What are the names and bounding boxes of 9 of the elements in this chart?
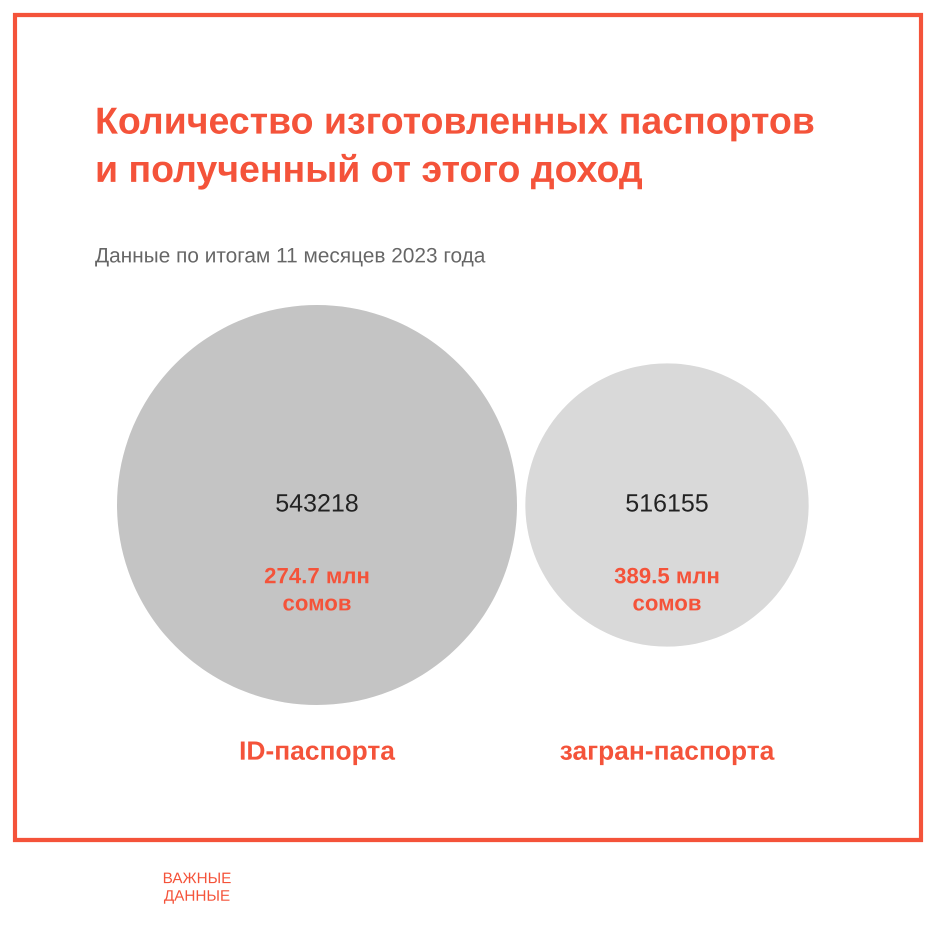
text: 389.5 млн сомов <box>614 568 718 611</box>
category-label: ID-паспорта <box>240 742 396 766</box>
text: Количество изготовленных паспортов и полученный от этого доход <box>98 108 814 190</box>
category-label: загран-паспорта <box>560 745 774 766</box>
data-label: 516155 <box>626 494 708 512</box>
data-label: 543218 <box>276 494 358 512</box>
text: ВАЖНЫЕ ДАННЫЕ <box>164 872 231 904</box>
text: 274.7 млн сомов <box>264 568 368 611</box>
text: Данные по итогам 11 месяцев 2023 года <box>95 248 486 267</box>
